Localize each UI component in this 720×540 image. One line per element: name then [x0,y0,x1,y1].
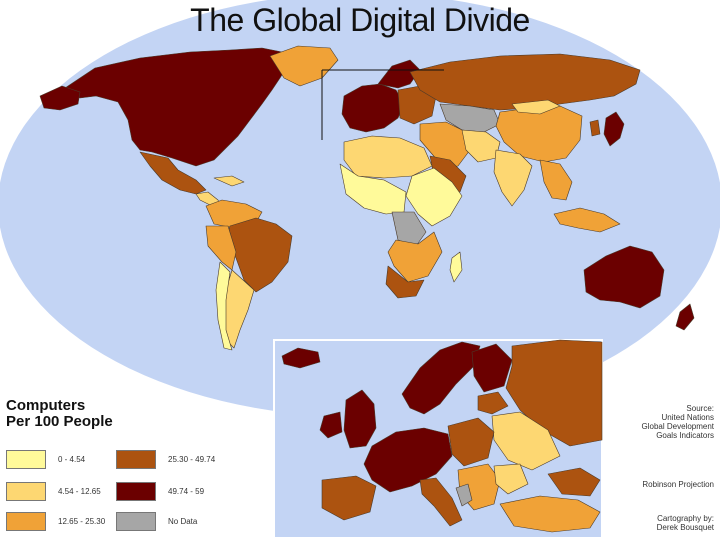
legend-title-line2: Per 100 People [6,413,113,430]
inset-russia [505,339,603,447]
region-east-africa [405,167,463,227]
legend-label: 25.30 - 49.74 [168,455,216,464]
region-central-asia [439,103,501,133]
inset-poland-central [447,417,495,467]
region-mexico [139,151,207,195]
region-southern-africa [387,231,443,283]
source-line: Global Development [641,422,714,431]
legend-item: 0 - 4.54 [6,450,85,469]
cartography-line: Derek Bousquet [656,523,714,532]
legend-title: Computers Per 100 People [6,398,256,430]
region-india [493,149,533,207]
legend-title-line1: Computers [6,397,86,414]
source-line: United Nations [661,413,714,422]
region-chile [215,261,233,351]
region-alaska [39,85,81,111]
legend-swatch [116,512,156,531]
region-southeast-asia [539,159,573,201]
region-australia [583,245,665,309]
source-line: Goals Indicators [656,431,714,440]
region-mongolia [511,99,561,115]
region-western-europe [341,83,405,133]
region-russia [409,53,641,111]
inset-romania [493,463,529,495]
cartography-note: Cartography by: Derek Bousquet [624,514,714,532]
legend-swatch [6,482,46,501]
region-south-africa [385,265,425,299]
legend-item: No Data [116,512,197,531]
region-caribbean [213,175,245,187]
region-turkey-middle-east [419,121,471,169]
legend-swatch [6,512,46,531]
inset-iceland [281,347,321,369]
legend-swatch [116,482,156,501]
source-note: Source: United Nations Global Developmen… [624,404,714,440]
inset-caucasus [547,467,601,497]
legend-swatch [6,450,46,469]
legend-label: 4.54 - 12.65 [58,487,101,496]
map-title: The Global Digital Divide [190,2,530,38]
inset-baltics [477,391,509,415]
region-indonesia [553,207,621,233]
inset-uk [343,389,377,449]
legend-item: 4.54 - 12.65 [6,482,101,501]
inset-belarus-ukraine [491,411,561,471]
region-japan [603,111,625,147]
legend-item: 49.74 - 59 [116,482,204,501]
source-line: Source: [686,404,714,413]
inset-iberia [321,475,377,521]
legend: Computers Per 100 People 0 - 4.54 4.54 -… [6,398,256,538]
region-korea [589,119,601,137]
legend-label: 49.74 - 59 [168,487,205,496]
inset-western-core [363,427,453,493]
cartography-line: Cartography by: [657,514,714,523]
region-central-africa [391,211,427,247]
inset-turkey [499,495,601,533]
inset-ireland [319,411,343,439]
inset-balkans-nodata [455,483,473,507]
region-madagascar [449,251,463,283]
legend-label: 12.65 - 25.30 [58,517,106,526]
region-canada-usa [61,47,291,167]
region-new-zealand [675,303,695,331]
inset-italy [419,477,463,527]
legend-label: 0 - 4.54 [58,455,86,464]
legend-swatch [116,450,156,469]
legend-item: 12.65 - 25.30 [6,512,105,531]
region-greenland [269,45,339,87]
projection-note: Robinson Projection [642,480,714,489]
legend-item: 25.30 - 49.74 [116,450,215,469]
region-north-africa [343,135,433,179]
legend-label: No Data [168,517,198,526]
inset-finland [471,343,513,393]
